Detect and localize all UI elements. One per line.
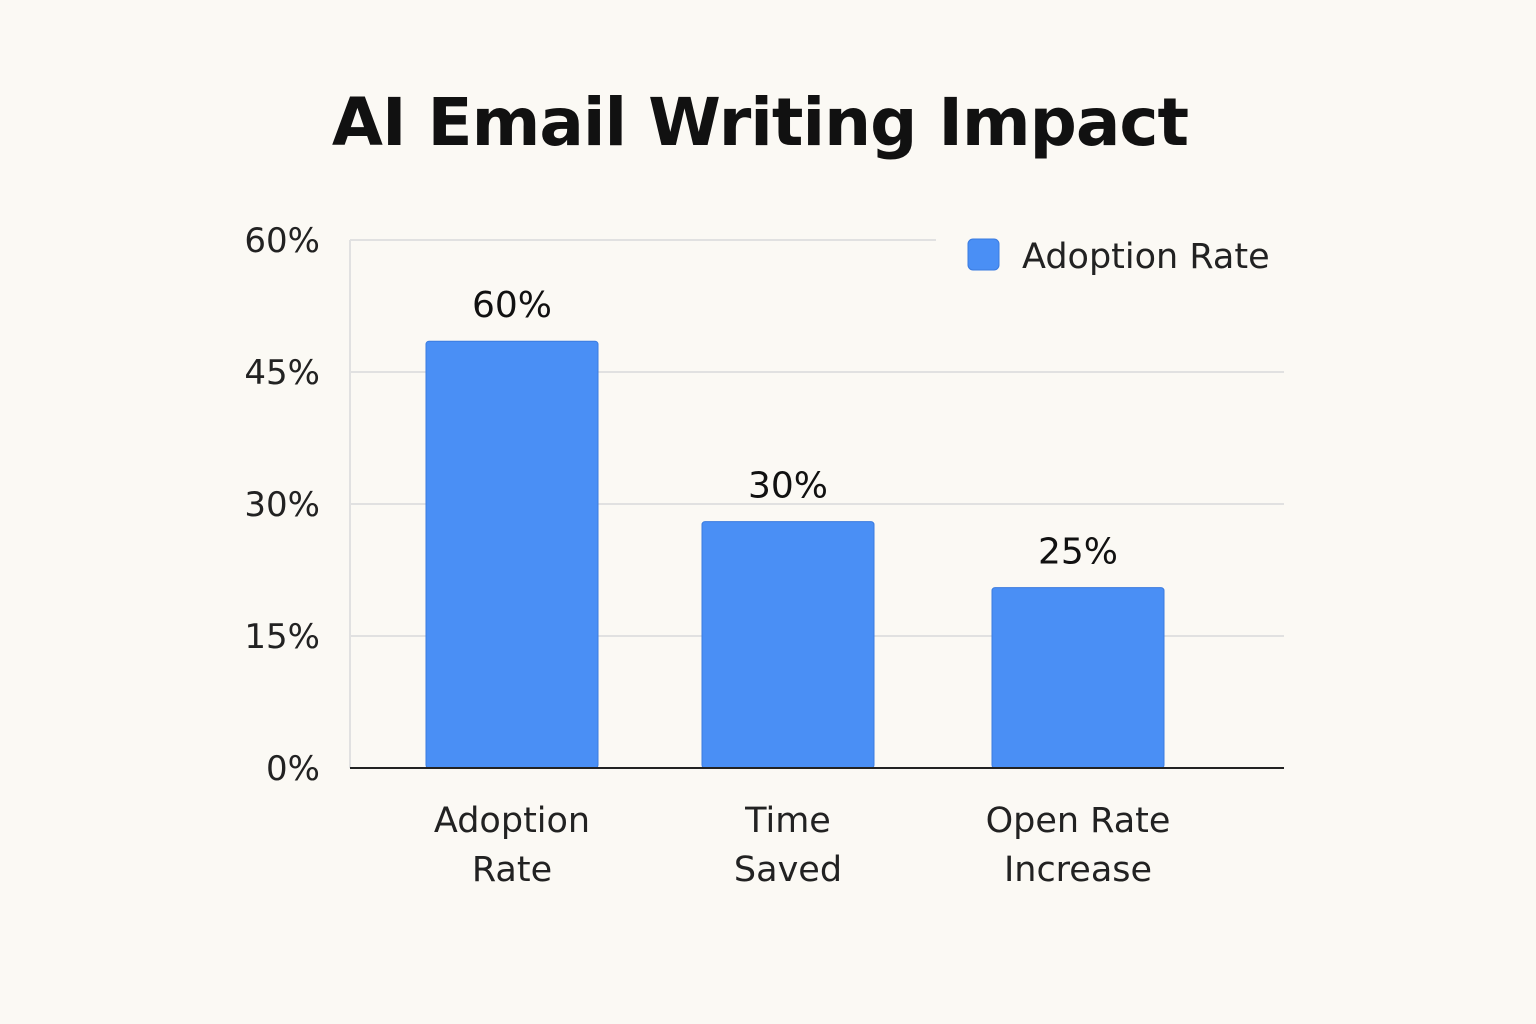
data-label: 60% xyxy=(472,285,552,326)
legend-label: Adoption Rate xyxy=(1022,237,1270,277)
data-label: 30% xyxy=(748,466,828,507)
bar xyxy=(991,587,1165,769)
bar xyxy=(425,340,599,769)
y-tick-label: 15% xyxy=(244,617,320,657)
y-tick-label: 60% xyxy=(244,221,320,261)
x-category-label: Increase xyxy=(1004,850,1152,890)
y-tick-label: 30% xyxy=(244,485,320,525)
data-label: 25% xyxy=(1038,532,1118,573)
y-tick-label: 0% xyxy=(266,749,320,789)
bar xyxy=(701,521,875,769)
chart-title: AI Email Writing Impact xyxy=(331,84,1189,161)
x-category-label: Saved xyxy=(734,850,842,890)
legend-swatch xyxy=(967,238,1000,271)
x-category-label: Open Rate xyxy=(986,801,1171,841)
y-tick-label: 45% xyxy=(244,353,320,393)
x-category-label: Adoption xyxy=(434,801,590,841)
x-category-label: Rate xyxy=(472,850,552,890)
x-category-label: Time xyxy=(744,801,831,841)
